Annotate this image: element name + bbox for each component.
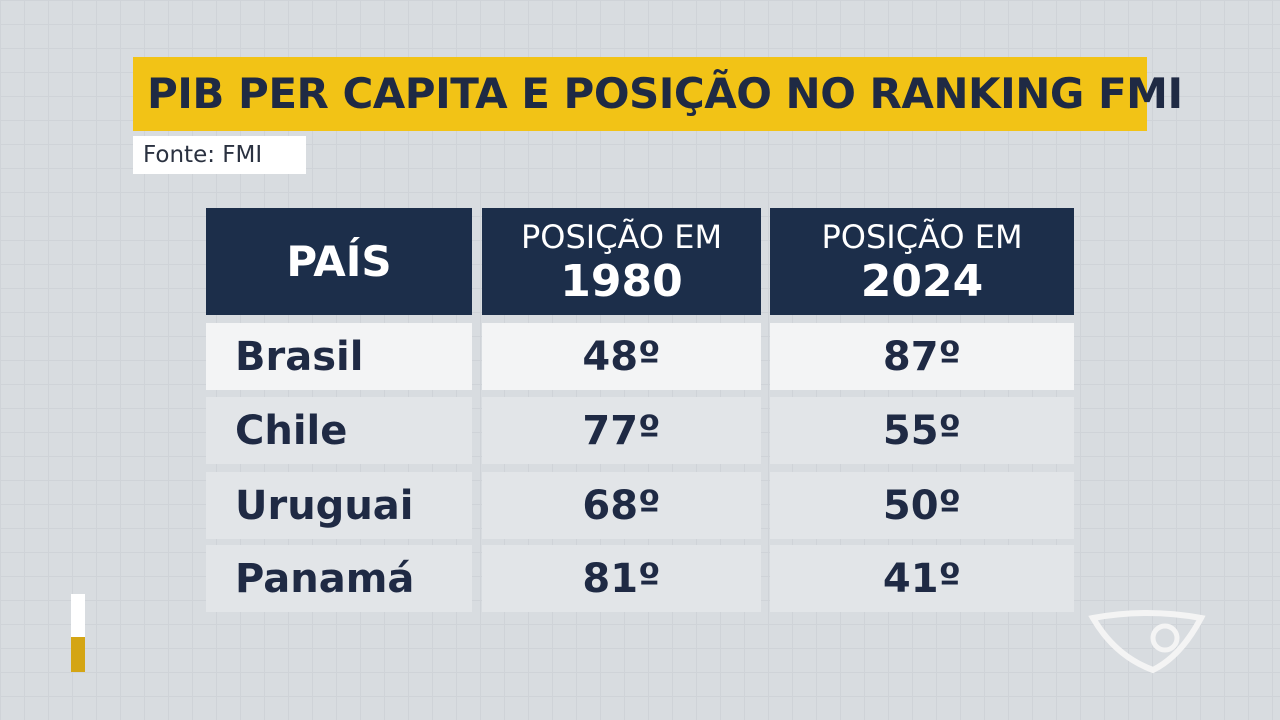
header-cell: PAÍS: [206, 208, 472, 315]
rank-cell: 81º: [482, 545, 761, 612]
country-cell: Brasil: [206, 323, 472, 390]
rank-cell: 77º: [482, 397, 761, 464]
country-cell: Chile: [206, 397, 472, 464]
rank-cell: 68º: [482, 472, 761, 539]
header-cell: POSIÇÃO EM 1980: [482, 208, 761, 315]
rank-cell: 41º: [770, 545, 1074, 612]
header-text: POSIÇÃO EM: [821, 217, 1023, 256]
source: Fonte: FMI: [133, 136, 306, 174]
rank-cell: 50º: [770, 472, 1074, 539]
country-cell: Uruguai: [206, 472, 472, 539]
country-cell: Panamá: [206, 545, 472, 612]
header-cell: POSIÇÃO EM 2024: [770, 208, 1074, 315]
logo: [1088, 610, 1206, 674]
header-text: 2024: [860, 255, 984, 307]
header-text: 1980: [560, 255, 683, 307]
header-text: PAÍS: [286, 236, 392, 286]
rank-cell: 55º: [770, 397, 1074, 464]
rank-cell: 48º: [482, 323, 761, 390]
header-text: POSIÇÃO EM: [520, 217, 723, 256]
side-marker: [71, 594, 85, 672]
rank-cell: 87º: [770, 323, 1074, 390]
title-bar: PIB PER CAPITA E POSIÇÃO NO RANKING FMI: [133, 57, 1183, 131]
